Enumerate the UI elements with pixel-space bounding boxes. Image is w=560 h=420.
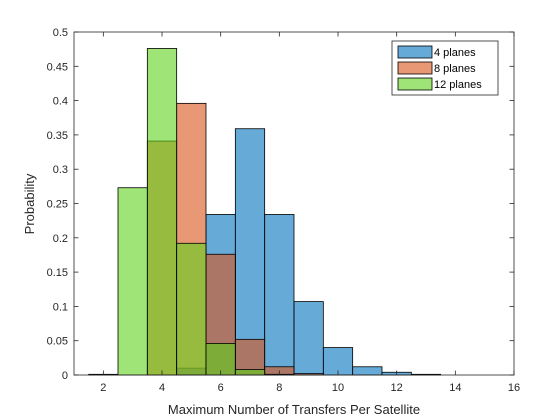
- x-tick-label: 14: [449, 382, 461, 394]
- histogram-bars: [88, 48, 442, 376]
- y-tick-label: 0.1: [53, 301, 68, 313]
- y-tick-label: 0.25: [47, 199, 68, 211]
- legend-label: 12 planes: [434, 79, 482, 91]
- x-tick-label: 8: [276, 382, 282, 394]
- bar-series-1-bin-10: [352, 366, 383, 376]
- y-tick-label: 0.4: [53, 96, 68, 108]
- x-tick-label: 6: [218, 382, 224, 394]
- y-tick-label: 0.3: [53, 164, 68, 176]
- x-tick-label: 10: [332, 382, 344, 394]
- y-tick-label: 0.5: [53, 27, 68, 39]
- legend-label: 8 planes: [434, 63, 476, 75]
- legend-item: 4 planes: [397, 45, 476, 59]
- x-tick-label: 12: [391, 382, 403, 394]
- legend-label: 4 planes: [434, 47, 476, 59]
- bar-series-3-bin-1: [117, 187, 148, 376]
- x-tick-label: 4: [159, 382, 165, 394]
- bar-series-3-bin-3: [176, 242, 207, 376]
- bar-series-3-bin-4: [205, 343, 236, 376]
- bar-series-1-bin-6: [234, 128, 266, 376]
- bar-series-1-bin-9: [322, 347, 354, 376]
- y-axis-label: Probability: [22, 173, 37, 234]
- legend: 4 planes 8 planes 12 planes: [391, 40, 499, 96]
- x-tick-label: 16: [508, 382, 520, 394]
- y-axis-ticks: 0 0.05 0.1 0.15 0.2 0.25 0.3 0.35 0.4 0.45 0.5: [47, 27, 514, 382]
- x-axis-ticks: 2 4 6 8 10 12 14 16: [100, 32, 520, 394]
- series-3: [117, 48, 295, 376]
- y-tick-label: 0.05: [47, 336, 68, 348]
- x-tick-label: 2: [100, 382, 106, 394]
- bar-series-3-bin-5: [234, 369, 266, 376]
- legend-item: 8 planes: [397, 61, 476, 75]
- bar-series-1-bin-8: [293, 301, 324, 376]
- y-tick-label: 0.15: [47, 267, 68, 279]
- legend-swatch: [397, 45, 433, 59]
- bar-series-3-bin-2: [146, 48, 178, 376]
- legend-swatch: [397, 61, 433, 75]
- y-tick-label: 0: [62, 370, 68, 382]
- legend-item: 12 planes: [397, 77, 482, 91]
- x-axis-label: Maximum Number of Transfers Per Satellit…: [168, 402, 420, 417]
- bar-series-1-bin-7: [264, 214, 295, 376]
- y-tick-label: 0.45: [47, 61, 68, 73]
- y-tick-label: 0.35: [47, 130, 68, 142]
- legend-swatch: [397, 77, 433, 91]
- y-tick-label: 0.2: [53, 233, 68, 245]
